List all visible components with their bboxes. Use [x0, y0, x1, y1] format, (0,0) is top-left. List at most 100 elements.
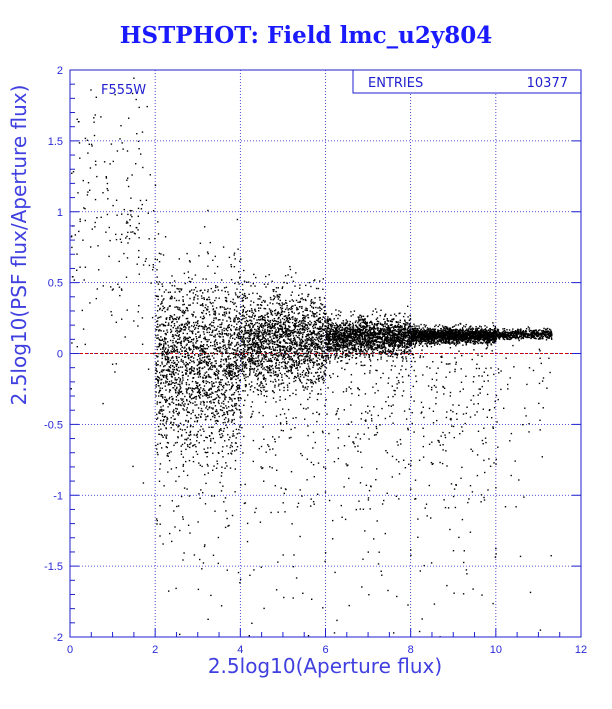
data-point	[292, 316, 294, 318]
data-point	[311, 386, 313, 388]
data-point	[204, 372, 206, 374]
data-point	[270, 327, 273, 330]
data-point	[214, 272, 216, 274]
data-point	[217, 289, 220, 291]
data-point	[254, 333, 257, 335]
data-point	[220, 405, 222, 407]
data-point	[168, 391, 171, 393]
data-point	[263, 319, 266, 321]
data-point	[201, 304, 203, 306]
data-point	[173, 372, 175, 374]
data-point	[205, 436, 207, 438]
data-point	[297, 372, 299, 374]
data-point	[215, 297, 217, 299]
data-point	[169, 370, 171, 373]
data-point	[172, 397, 174, 400]
data-point	[210, 388, 212, 390]
data-point	[282, 331, 285, 333]
data-point	[196, 290, 198, 293]
data-point	[278, 436, 280, 438]
data-point	[295, 322, 297, 324]
data-point	[315, 355, 318, 357]
data-point	[284, 511, 286, 513]
data-point	[242, 296, 245, 299]
data-point	[223, 411, 225, 414]
data-point	[284, 364, 286, 367]
data-point	[172, 318, 175, 321]
data-point	[305, 299, 307, 302]
data-point	[272, 448, 274, 450]
data-point	[254, 315, 256, 318]
data-point	[232, 364, 234, 366]
data-point	[238, 332, 240, 334]
data-point	[304, 329, 306, 331]
data-point	[350, 352, 352, 355]
data-point	[78, 142, 81, 144]
data-point	[307, 314, 309, 316]
data-point	[188, 383, 190, 386]
data-point	[245, 376, 247, 378]
data-point	[266, 360, 268, 362]
data-point	[273, 318, 276, 320]
data-point	[256, 360, 259, 362]
data-point	[293, 312, 295, 314]
data-point	[213, 414, 215, 416]
data-point	[294, 326, 296, 328]
data-point	[270, 312, 273, 314]
data-point	[234, 258, 236, 260]
data-point	[170, 357, 173, 359]
data-point	[127, 185, 130, 188]
data-point	[368, 322, 371, 324]
data-point	[193, 434, 195, 436]
data-point	[259, 349, 261, 352]
data-point	[311, 598, 313, 600]
data-point	[258, 337, 260, 340]
data-point	[261, 363, 263, 365]
data-point	[368, 346, 370, 349]
data-point	[250, 416, 252, 419]
data-point	[277, 287, 279, 289]
data-point	[303, 352, 305, 355]
data-point	[166, 355, 168, 358]
data-point	[243, 350, 245, 353]
data-point	[260, 566, 262, 568]
data-point	[208, 406, 211, 408]
data-point	[228, 396, 231, 399]
data-point	[87, 191, 89, 193]
data-point	[246, 340, 248, 342]
data-point	[318, 321, 320, 323]
data-point	[229, 318, 232, 320]
data-point	[196, 368, 198, 370]
data-point	[226, 465, 228, 467]
data-point	[121, 142, 123, 144]
data-point	[145, 199, 148, 201]
data-point	[301, 320, 303, 322]
data-point	[282, 346, 284, 348]
data-point	[206, 308, 208, 310]
data-point	[308, 336, 310, 339]
data-point	[159, 324, 161, 326]
data-point	[220, 428, 222, 430]
data-point	[243, 341, 245, 343]
data-point	[212, 452, 214, 454]
data-point	[167, 348, 169, 351]
data-point	[257, 357, 259, 359]
data-point	[191, 366, 193, 368]
data-point	[262, 336, 264, 338]
data-point	[221, 331, 223, 333]
data-point	[177, 288, 179, 290]
data-point	[157, 233, 160, 235]
data-point	[360, 347, 362, 349]
data-point	[106, 182, 109, 185]
data-point	[170, 451, 172, 453]
data-point	[221, 340, 224, 343]
data-point	[235, 442, 237, 444]
data-point	[257, 342, 259, 344]
data-point	[220, 429, 222, 431]
data-point	[323, 359, 326, 362]
data-point	[324, 369, 326, 372]
data-point	[321, 350, 323, 352]
data-point	[300, 338, 302, 341]
data-point	[282, 408, 284, 410]
data-point	[283, 389, 285, 392]
